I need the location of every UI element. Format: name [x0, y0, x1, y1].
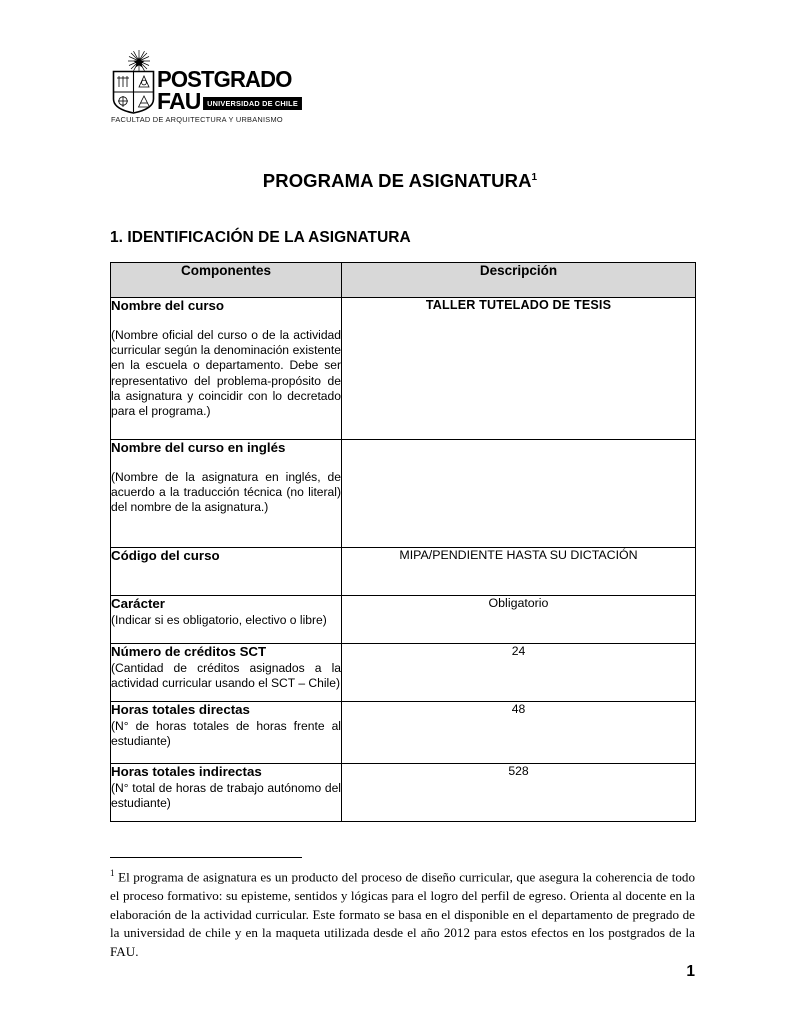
logo-postgrado-text: POSTGRADO [157, 66, 292, 92]
table-row: Código del curso MIPA/PENDIENTE HASTA SU… [110, 547, 696, 596]
row-note: (N° de horas totales de horas frente al … [111, 719, 341, 749]
page-number: 1 [686, 963, 695, 980]
row-label-cell: Carácter (Indicar si es obligatorio, ele… [110, 595, 342, 644]
column-header-componentes: Componentes [110, 262, 342, 298]
page-title: PROGRAMA DE ASIGNATURA1 [0, 170, 800, 192]
footnote-text: El programa de asignatura es un producto… [110, 869, 695, 959]
row-value-cell: MIPA/PENDIENTE HASTA SU DICTACIÓN [341, 547, 696, 596]
row-value: MIPA/PENDIENTE HASTA SU DICTACIÓN [399, 548, 638, 562]
row-title: Número de créditos SCT [111, 644, 267, 659]
row-title: Código del curso [111, 548, 220, 563]
table-row: Horas totales indirectas (N° total de ho… [110, 763, 696, 822]
logo-universidad-banner: UNIVERSIDAD DE CHILE [202, 97, 302, 110]
table-row: Horas totales directas (N° de horas tota… [110, 701, 696, 764]
row-label-cell: Horas totales indirectas (N° total de ho… [110, 763, 342, 822]
section-heading: 1. IDENTIFICACIÓN DE LA ASIGNATURA [110, 229, 411, 246]
logo-fau-text: FAU [157, 88, 201, 114]
footnote-marker: 1 [110, 868, 115, 878]
footnote-separator [110, 857, 302, 858]
identificacion-table-wrapper: Componentes Descripción Nombre del curso… [110, 262, 696, 822]
title-footnote-marker: 1 [531, 171, 538, 183]
row-value-cell: 48 [341, 701, 696, 764]
row-value-cell: 528 [341, 763, 696, 822]
row-value: 24 [511, 644, 526, 658]
row-note: (Nombre oficial del curso o de la activi… [111, 328, 341, 419]
row-label-cell: Nombre del curso (Nombre oficial del cur… [110, 297, 342, 440]
identificacion-table: Componentes Descripción Nombre del curso… [110, 262, 696, 822]
row-value-cell: Obligatorio [341, 595, 696, 644]
postgrado-fau-logo: POSTGRADO FAU UNIVERSIDAD DE CHILE FACUL… [110, 48, 370, 130]
row-value: TALLER TUTELADO DE TESIS [425, 298, 612, 312]
row-value-cell: 24 [341, 643, 696, 702]
column-header-descripcion: Descripción [341, 262, 696, 298]
row-note: (Cantidad de créditos asignados a la act… [111, 661, 341, 691]
page-title-text: PROGRAMA DE ASIGNATURA [262, 170, 532, 191]
row-title: Horas totales directas [111, 702, 250, 717]
row-value: Obligatorio [488, 596, 549, 610]
row-title: Horas totales indirectas [111, 764, 262, 779]
row-value-cell [341, 439, 696, 548]
row-note: (Indicar si es obligatorio, electivo o l… [111, 613, 327, 627]
logo-faculty-text: FACULTAD DE ARQUITECTURA Y URBANISMO [111, 115, 283, 124]
row-label-cell: Número de créditos SCT (Cantidad de créd… [110, 643, 342, 702]
row-title: Carácter [111, 596, 165, 611]
footnote: 1 El programa de asignatura es un produc… [110, 864, 695, 961]
row-value-cell: TALLER TUTELADO DE TESIS [341, 297, 696, 440]
table-row: Nombre del curso (Nombre oficial del cur… [110, 297, 696, 440]
table-header-row: Componentes Descripción [110, 262, 696, 298]
row-note: (N° total de horas de trabajo autónomo d… [111, 781, 341, 811]
row-title: Nombre del curso en inglés [111, 440, 286, 455]
row-value: 528 [508, 764, 529, 778]
table-row: Número de créditos SCT (Cantidad de créd… [110, 643, 696, 702]
row-title: Nombre del curso [111, 298, 225, 313]
logo-wordmark: POSTGRADO FAU UNIVERSIDAD DE CHILE [157, 66, 302, 114]
university-coat-of-arms-icon [112, 70, 155, 114]
row-note: (Nombre de la asignatura en inglés, de a… [111, 470, 341, 515]
star-burst-icon [128, 50, 150, 72]
row-label-cell: Horas totales directas (N° de horas tota… [110, 701, 342, 764]
row-label-cell: Nombre del curso en inglés (Nombre de la… [110, 439, 342, 548]
table-row: Nombre del curso en inglés (Nombre de la… [110, 439, 696, 548]
row-value: 48 [511, 702, 526, 716]
table-row: Carácter (Indicar si es obligatorio, ele… [110, 595, 696, 644]
row-label-cell: Código del curso [110, 547, 342, 596]
